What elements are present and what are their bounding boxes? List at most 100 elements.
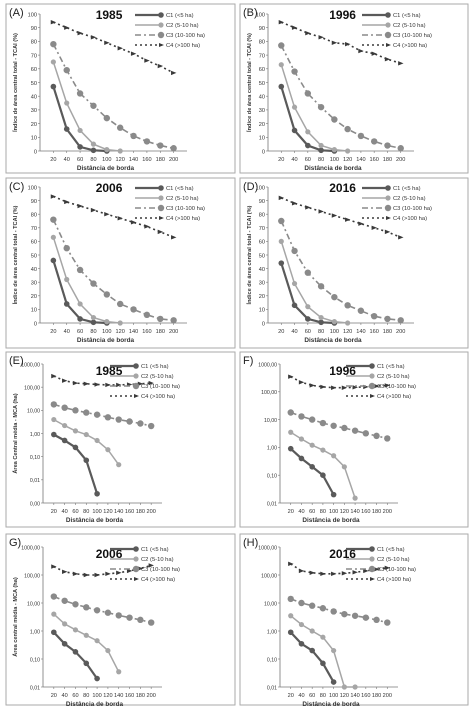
data-point-c4 (278, 20, 285, 25)
data-point-c1 (90, 319, 97, 326)
data-point-c4 (62, 378, 68, 383)
y-axis-label: Área central média - MCA (ha) (12, 577, 19, 657)
data-point-c4 (157, 63, 164, 69)
legend-label: C4 (>100 ha) (393, 43, 427, 49)
legend-label: C4 (>100 ha) (377, 577, 411, 583)
x-tick-label: 20 (288, 509, 294, 515)
x-tick-label: 180 (156, 329, 165, 335)
series-line-c3 (53, 595, 152, 624)
data-point-c4 (144, 224, 150, 229)
data-point-c4 (384, 229, 391, 235)
x-tick-label: 120 (116, 329, 125, 335)
data-point-c3 (50, 401, 58, 408)
data-point-c2 (345, 148, 351, 154)
legend-label: C1 (<5 ha) (377, 547, 405, 553)
data-point-c4 (72, 380, 79, 386)
data-point-c1 (291, 127, 298, 134)
y-tick-label: 50 (31, 253, 37, 259)
x-tick-label: 40 (291, 157, 297, 163)
data-point-c3 (344, 302, 351, 309)
y-tick-label: 20 (259, 294, 265, 300)
y-tick-label: 60 (259, 67, 265, 73)
chart-panel-0: (A) 0 10 20 30 40 50 60 70 80 90 100 20 40 60 80 100 120 1… (5, 3, 236, 174)
data-point-c3 (72, 601, 79, 608)
x-tick-label: 140 (129, 329, 138, 335)
data-point-c3 (278, 42, 285, 49)
y-tick-label: 90 (31, 199, 37, 205)
x-tick-label: 160 (361, 509, 370, 515)
data-point-c4 (130, 51, 137, 56)
data-point-c3 (351, 612, 359, 619)
series-line-c4 (53, 195, 174, 239)
data-point-c4 (345, 41, 351, 47)
data-point-c1 (287, 445, 294, 452)
data-point-c3 (50, 40, 57, 48)
data-point-c4 (305, 205, 311, 210)
x-axis-label: Distância de borda (77, 165, 135, 172)
x-tick-label: 200 (396, 329, 405, 335)
y-tick-label: 30 (259, 108, 265, 114)
data-point-c1 (61, 640, 68, 647)
legend-marker-c1 (158, 12, 164, 18)
data-point-c4 (62, 569, 68, 575)
legend-marker-c3 (132, 565, 140, 573)
data-point-c4 (171, 235, 177, 240)
data-point-c3 (115, 416, 122, 423)
data-point-c1 (309, 647, 315, 654)
y-tick-label: 90 (259, 199, 265, 205)
x-tick-label: 120 (343, 329, 352, 335)
data-point-c2 (318, 142, 324, 149)
data-point-c2 (64, 100, 70, 106)
x-tick-label: 100 (330, 157, 339, 163)
legend-marker-c4 (370, 394, 375, 398)
x-tick-label: 180 (383, 329, 392, 335)
x-tick-label: 40 (62, 693, 68, 699)
x-tick-label: 100 (92, 693, 101, 699)
data-point-c2 (331, 319, 337, 325)
legend-label: C2 (5-10 ha) (393, 23, 426, 29)
data-point-c3 (291, 68, 298, 75)
data-point-c1 (63, 301, 70, 307)
data-point-c2 (62, 422, 68, 429)
data-point-c4 (77, 203, 83, 209)
legend-label: C4 (>100 ha) (377, 394, 411, 400)
data-point-c1 (90, 147, 97, 154)
data-point-c2 (298, 621, 305, 628)
y-tick-label: 10 (259, 136, 265, 142)
x-tick-label: 100 (329, 693, 338, 699)
data-point-c2 (104, 319, 110, 325)
legend-label: C3 (10-100 ha) (141, 567, 180, 573)
data-point-c4 (116, 382, 122, 388)
data-point-c3 (63, 66, 70, 74)
data-point-c3 (115, 612, 122, 619)
data-point-c2 (64, 276, 70, 283)
x-tick-label: 20 (288, 693, 294, 699)
data-point-c2 (331, 453, 337, 459)
x-tick-label: 20 (50, 157, 56, 163)
x-tick-label: 160 (142, 329, 151, 335)
chart-panel-4: (E) 0,00 0,01 0,10 1,00 10,00 100,00 1000,00 20 4… (5, 351, 236, 528)
data-point-c4 (278, 195, 285, 201)
data-point-c3 (291, 247, 298, 255)
legend-label: C1 (<5 ha) (393, 186, 421, 192)
data-point-c2 (291, 104, 298, 110)
panel-label: G) (9, 537, 21, 549)
series-line-c4 (290, 563, 388, 575)
data-point-c4 (104, 40, 110, 45)
data-point-c3 (319, 605, 327, 612)
data-point-c3 (370, 313, 378, 320)
x-axis-label: Distância de borda (77, 337, 135, 344)
data-point-c2 (352, 684, 358, 690)
legend-marker-c1 (133, 363, 139, 369)
x-tick-label: 140 (350, 509, 359, 515)
data-point-c1 (298, 455, 305, 462)
x-tick-label: 200 (147, 693, 156, 699)
data-point-c4 (64, 25, 70, 30)
x-tick-label: 140 (356, 329, 365, 335)
y-tick-label: 70 (259, 53, 265, 59)
panel-label: (C) (9, 181, 24, 193)
legend-marker-c3 (384, 31, 392, 39)
y-tick-label: 30 (31, 108, 37, 114)
data-point-c3 (103, 114, 111, 122)
